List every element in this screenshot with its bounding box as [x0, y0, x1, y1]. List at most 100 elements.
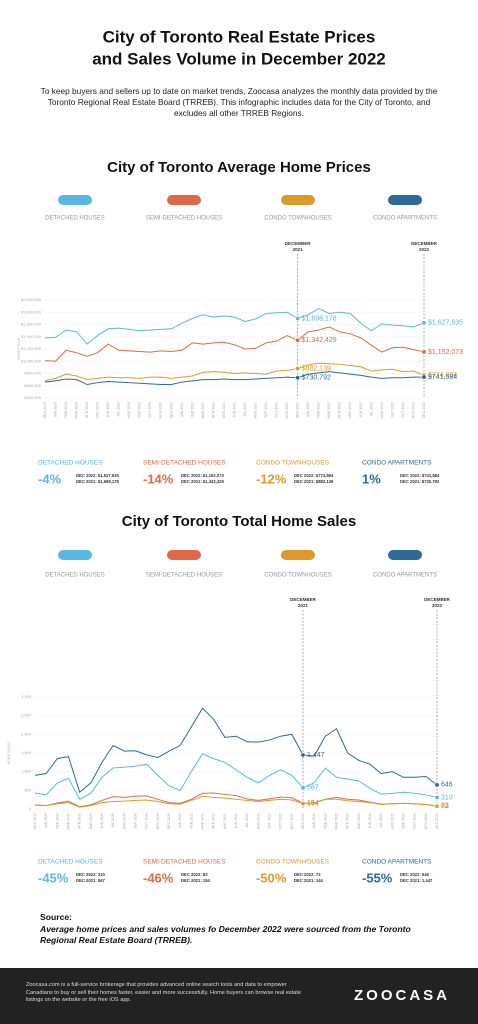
x-tick-label: MAR 2020: [66, 813, 70, 830]
annotation: DECEMBER: [411, 241, 438, 246]
x-tick-label: MAR 2021: [200, 813, 204, 830]
summary-change: -12%: [256, 471, 287, 486]
annotation: 2021: [298, 603, 309, 608]
summary-change: -45%: [38, 870, 69, 885]
y-tick-label: $1,400,000: [21, 334, 42, 339]
data-point: [421, 349, 427, 355]
summary-line: DEC 2021: $882,139: [294, 479, 334, 484]
x-tick-label: DEC 2020: [167, 813, 171, 829]
summary-line: DEC 2022: $741,584: [400, 473, 440, 478]
x-tick-label: FEB 2022: [323, 813, 327, 829]
x-tick-label: NOV 2022: [411, 402, 415, 418]
x-tick-label: JUL 2021: [245, 813, 249, 828]
x-tick-label: FEB 2021: [189, 813, 193, 829]
data-label: 72: [441, 803, 449, 810]
summary-name: CONDO TOWNHOUSES: [256, 460, 330, 467]
legend-swatch: [281, 550, 315, 560]
data-point: [295, 337, 301, 343]
data-point: [434, 782, 440, 788]
x-tick-label: AUG 2021: [253, 402, 257, 418]
x-tick-label: DEC 2019: [33, 813, 37, 829]
data-label: $1,627,635: [428, 320, 463, 327]
y-tick-label: $1,600,000: [21, 322, 42, 327]
y-tick-label: $600,000: [24, 383, 41, 388]
x-tick-label: JUN 2020: [100, 813, 104, 829]
x-tick-label: SEP 2021: [267, 813, 271, 829]
x-tick-label: SEP 2020: [133, 813, 137, 829]
summary-name: DETACHED HOUSES: [38, 859, 103, 866]
x-tick-label: MAY 2020: [96, 402, 100, 418]
y-tick-label: 500: [24, 787, 31, 792]
legend-label: CONDO TOWNHOUSES: [264, 573, 331, 579]
x-tick-label: SEP 2020: [138, 402, 142, 418]
x-tick-label: FEB 2020: [55, 813, 59, 829]
y-tick-label: $1,800,000: [21, 309, 42, 314]
source-heading: Source:: [40, 912, 72, 922]
series-line: [44, 371, 425, 386]
x-tick-label: AUG 2022: [390, 813, 394, 829]
series-line: [34, 753, 438, 800]
x-tick-label: JUL 2022: [379, 813, 383, 828]
y-axis-label: HOME SALES: [7, 741, 11, 764]
summary-line: DEC 2021: 154: [181, 878, 211, 883]
x-tick-label: OCT 2021: [279, 813, 283, 829]
x-tick-label: AUG 2021: [256, 813, 260, 829]
legend-label: CONDO APARTMENTS: [373, 216, 437, 222]
y-tick-label: $1,200,000: [21, 346, 42, 351]
summary-line: DEC 2022: 310: [76, 872, 106, 877]
y-tick-label: 1,500: [21, 750, 32, 755]
summary-name: CONDO APARTMENTS: [362, 460, 432, 467]
x-tick-label: SEP 2022: [401, 813, 405, 829]
x-tick-label: NOV 2020: [159, 402, 163, 418]
x-tick-label: APR 2020: [78, 813, 82, 829]
summary-change: -50%: [256, 870, 287, 885]
y-tick-label: 2,000: [21, 731, 32, 736]
legend-swatch: [167, 195, 201, 205]
summary-name: SEMI-DETACHED HOUSES: [143, 460, 226, 467]
legend-swatch: [167, 550, 201, 560]
series-line: [44, 362, 425, 382]
legend-label: CONDO TOWNHOUSES: [264, 216, 331, 222]
x-tick-label: NOV 2022: [424, 813, 428, 829]
data-point: [295, 365, 301, 371]
x-tick-label: JAN 2022: [312, 813, 316, 828]
x-tick-label: DEC 2020: [169, 402, 173, 418]
x-tick-label: OCT 2021: [275, 402, 279, 418]
summary-line: DEC 2021: $730,792: [400, 479, 440, 484]
y-tick-label: $2,000,000: [21, 297, 42, 302]
summary-name: SEMI-DETACHED HOUSES: [143, 859, 226, 866]
annotation: DECEMBER: [290, 597, 317, 602]
annotation: 2022: [432, 603, 443, 608]
legend-label: SEMI-DETACHED HOUSES: [146, 216, 222, 222]
legend-swatch: [58, 550, 92, 560]
annotation: DECEMBER: [424, 597, 451, 602]
summary-change: -55%: [362, 870, 393, 885]
x-tick-label: JUL 2020: [117, 402, 121, 417]
summary-line: DEC 2022: 72: [294, 872, 321, 877]
data-point: [300, 785, 306, 791]
x-tick-label: DEC 2022: [435, 813, 439, 829]
series-line: [44, 308, 425, 345]
source-text: Average home prices and sales volumes fo…: [40, 923, 411, 946]
y-axis-label: HOME PRICE: [17, 337, 21, 360]
legend-label: SEMI-DETACHED HOUSES: [146, 573, 222, 579]
x-tick-label: OCT 2022: [413, 813, 417, 829]
x-tick-label: JUN 2021: [232, 402, 236, 418]
series-line: [34, 795, 438, 808]
summary-line: DEC 2022: $1,627,635: [76, 473, 120, 478]
x-tick-label: MAR 2020: [75, 402, 79, 419]
legend-label: DETACHED HOUSES: [45, 573, 105, 579]
summary-name: CONDO APARTMENTS: [362, 859, 432, 866]
summary-line: DEC 2022: $774,884: [294, 473, 334, 478]
y-tick-label: $800,000: [24, 371, 41, 376]
y-tick-label: 1,000: [21, 769, 32, 774]
data-point: [300, 752, 306, 758]
data-label: 1,447: [307, 752, 325, 759]
x-tick-label: JUN 2020: [106, 402, 110, 418]
legend-swatch: [58, 195, 92, 205]
y-tick-label: $400,000: [24, 395, 41, 400]
data-point: [295, 375, 301, 381]
x-tick-label: OCT 2020: [148, 402, 152, 418]
x-tick-label: JUN 2021: [234, 813, 238, 829]
